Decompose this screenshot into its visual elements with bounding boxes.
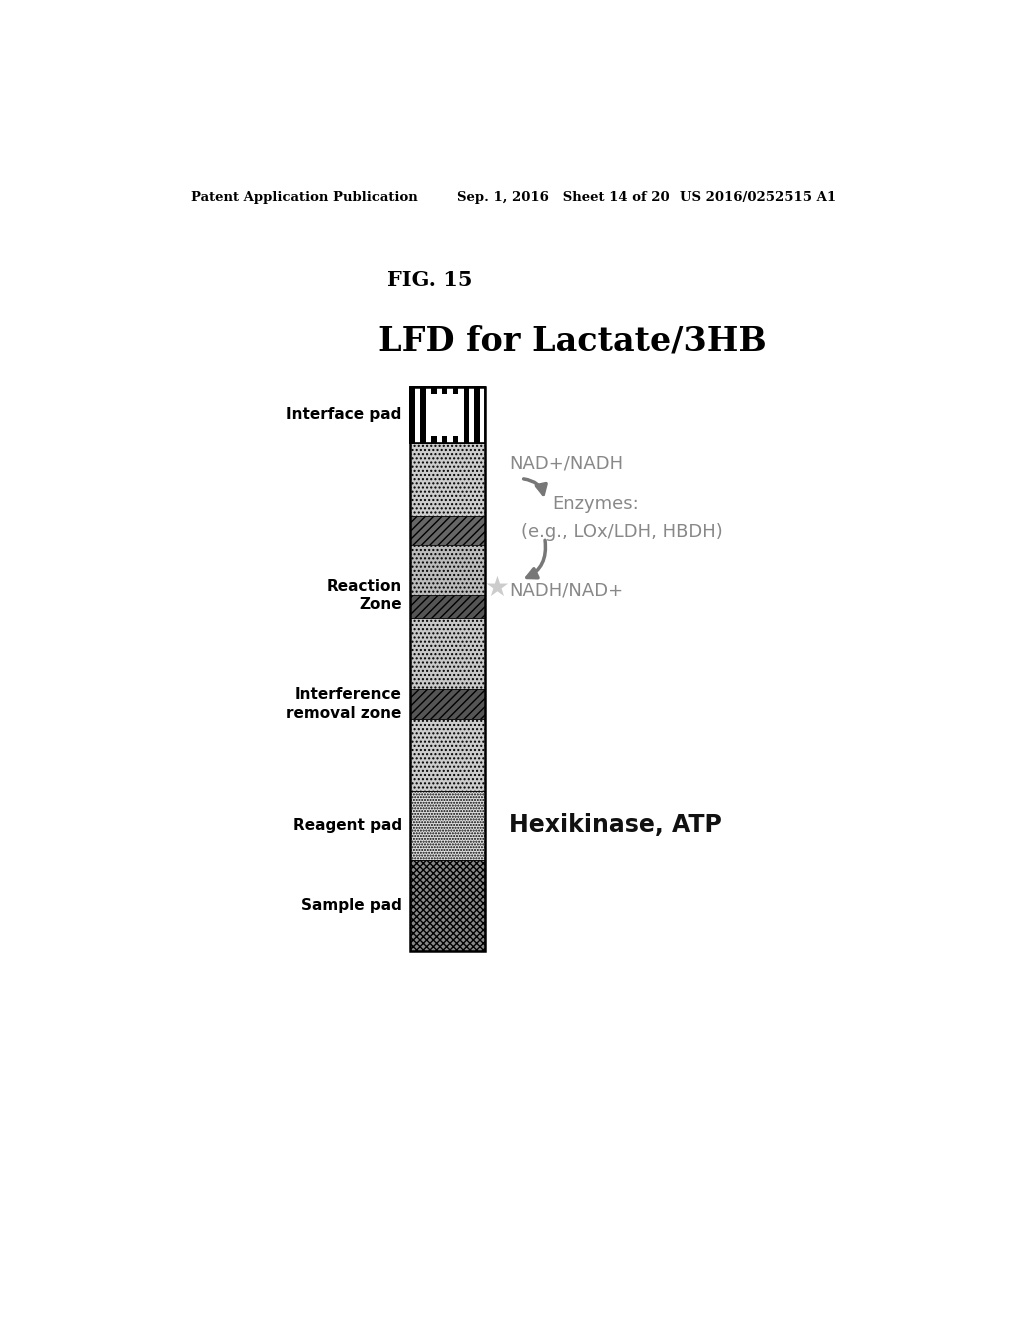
Bar xyxy=(410,516,485,545)
Text: NADH/NAD+: NADH/NAD+ xyxy=(509,581,623,599)
Bar xyxy=(410,791,485,859)
Text: Interface pad: Interface pad xyxy=(287,407,401,422)
Text: Enzymes:: Enzymes: xyxy=(553,495,639,513)
Text: Reaction
Zone: Reaction Zone xyxy=(327,578,401,612)
Text: Reagent pad: Reagent pad xyxy=(293,817,401,833)
Bar xyxy=(469,387,474,444)
Text: Sample pad: Sample pad xyxy=(301,898,401,913)
Text: NAD+/NADH: NAD+/NADH xyxy=(509,454,623,473)
Bar xyxy=(442,387,447,444)
Bar xyxy=(431,387,436,444)
Bar xyxy=(410,387,415,444)
Bar xyxy=(431,393,464,437)
Bar xyxy=(410,444,485,516)
Bar xyxy=(410,545,485,595)
Text: Patent Application Publication: Patent Application Publication xyxy=(191,190,418,203)
Text: ★: ★ xyxy=(484,574,510,602)
Bar xyxy=(410,859,485,952)
Bar xyxy=(426,387,431,444)
Text: US 2016/0252515 A1: US 2016/0252515 A1 xyxy=(680,190,836,203)
Bar xyxy=(421,387,426,444)
Bar xyxy=(410,618,485,689)
Bar xyxy=(479,387,485,444)
Bar xyxy=(464,387,469,444)
Bar xyxy=(436,387,442,444)
Text: Hexikinase, ATP: Hexikinase, ATP xyxy=(509,813,722,837)
Text: Interference
removal zone: Interference removal zone xyxy=(287,688,401,721)
Bar xyxy=(453,387,458,444)
Text: Sep. 1, 2016   Sheet 14 of 20: Sep. 1, 2016 Sheet 14 of 20 xyxy=(458,190,670,203)
Text: LFD for Lactate/3HB: LFD for Lactate/3HB xyxy=(378,325,767,358)
Bar xyxy=(458,387,464,444)
Bar xyxy=(410,387,485,444)
Text: (e.g., LOx/LDH, HBDH): (e.g., LOx/LDH, HBDH) xyxy=(521,524,723,541)
Bar xyxy=(474,387,479,444)
Bar xyxy=(410,387,485,444)
Bar xyxy=(415,387,421,444)
Bar xyxy=(410,689,485,719)
Bar xyxy=(410,595,485,618)
Bar xyxy=(447,387,453,444)
Bar xyxy=(410,387,485,952)
Bar xyxy=(410,719,485,791)
Text: FIG. 15: FIG. 15 xyxy=(387,271,472,290)
